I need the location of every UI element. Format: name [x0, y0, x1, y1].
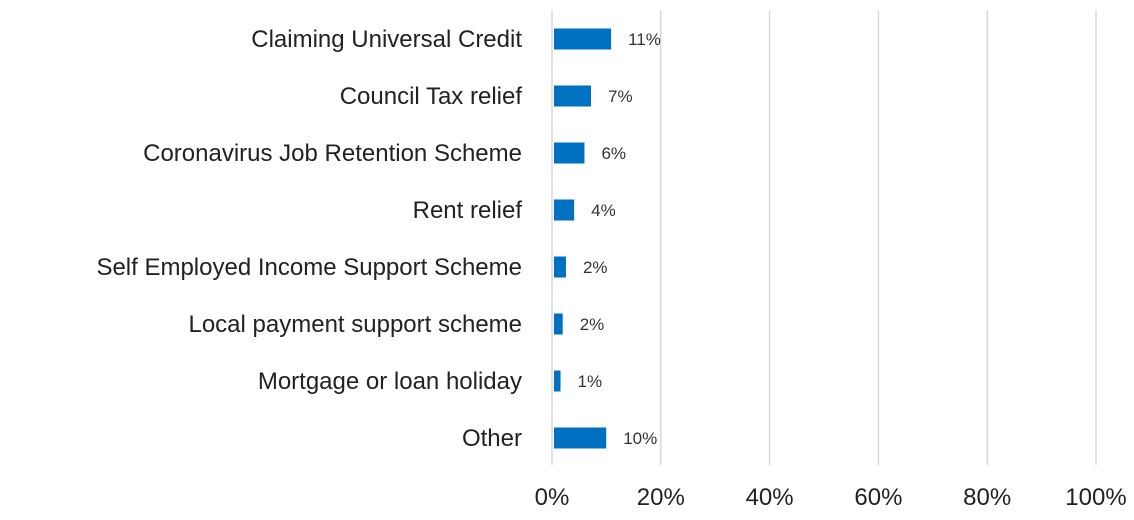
- bar: [554, 142, 585, 164]
- bar: [554, 427, 607, 449]
- data-label: 11%: [628, 30, 661, 49]
- category-label: Other: [462, 425, 522, 452]
- data-label: 10%: [623, 429, 657, 448]
- bar: [554, 199, 575, 221]
- x-tick-label: 60%: [854, 484, 902, 511]
- data-label: 6%: [601, 144, 626, 163]
- data-label: 7%: [608, 87, 633, 106]
- data-label: 2%: [583, 258, 608, 277]
- category-label: Mortgage or loan holiday: [258, 368, 522, 395]
- gridlines: [551, 10, 1097, 465]
- x-tick-label: 40%: [746, 484, 794, 511]
- data-labels: 11% 7% 6% 4% 2% 2% 1% 10%: [578, 30, 661, 448]
- bar: [554, 313, 563, 335]
- category-label: Local payment support scheme: [188, 311, 522, 338]
- category-label: Self Employed Income Support Scheme: [96, 254, 522, 281]
- bar: [554, 256, 566, 278]
- x-tick-label: 20%: [637, 484, 685, 511]
- category-label: Coronavirus Job Retention Scheme: [143, 140, 522, 167]
- bar: [554, 370, 561, 392]
- bars: [554, 28, 612, 449]
- data-label: 1%: [578, 372, 603, 391]
- data-label: 2%: [580, 315, 605, 334]
- category-labels: Claiming Universal Credit Council Tax rel…: [96, 26, 522, 452]
- bar: [554, 85, 591, 107]
- category-label: Claiming Universal Credit: [251, 26, 522, 53]
- x-tick-label: 80%: [963, 484, 1011, 511]
- x-tick-label: 0%: [535, 484, 570, 511]
- category-label: Council Tax relief: [340, 83, 523, 110]
- category-label: Rent relief: [413, 197, 523, 224]
- bar: [554, 28, 612, 50]
- x-tick-label: 100%: [1065, 484, 1126, 511]
- data-label: 4%: [591, 201, 616, 220]
- x-axis-tick-labels: 0% 20% 40% 60% 80% 100%: [535, 484, 1127, 511]
